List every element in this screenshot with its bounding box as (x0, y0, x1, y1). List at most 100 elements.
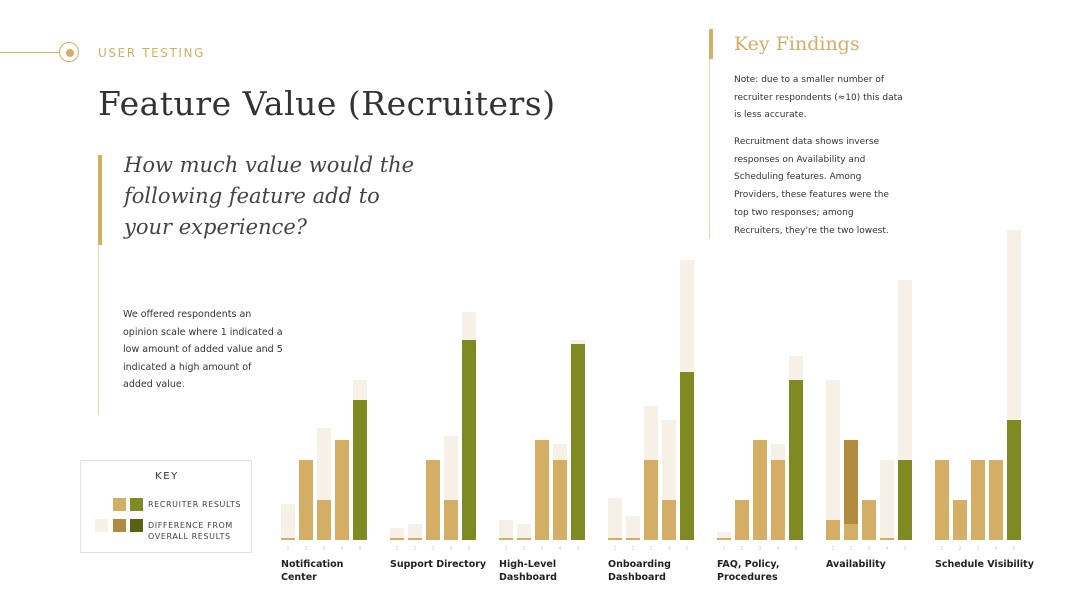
recruiter-bar (844, 524, 858, 540)
recruiter-bar (680, 372, 694, 540)
recruiter-bar (281, 538, 295, 540)
scale-tick-label: 4 (449, 546, 452, 552)
category-label: Schedule Visibility (935, 558, 1035, 571)
scale-tick-label: 3 (976, 546, 979, 552)
scale-tick-label: 2 (849, 546, 852, 552)
legend-swatch-difference-green (130, 519, 143, 532)
legend-swatch-recruiter-gold (113, 498, 126, 511)
diff-bar (898, 280, 912, 460)
diff-bar (717, 532, 731, 538)
diff-bar (517, 524, 531, 538)
recruiter-bar (426, 460, 440, 540)
recruiter-bar (753, 440, 767, 540)
diff-bar (408, 524, 422, 538)
recruiter-bar (862, 500, 876, 540)
scale-tick-label: 1 (286, 546, 289, 552)
scale-tick-label: 4 (558, 546, 561, 552)
diff-bar (644, 406, 658, 460)
scale-tick-label: 3 (867, 546, 870, 552)
legend-swatch-difference-light (95, 519, 108, 532)
scale-tick-label: 3 (758, 546, 761, 552)
category-label-line: Support Directory (390, 559, 487, 570)
scale-tick-label: 4 (340, 546, 343, 552)
diff-bar (553, 444, 567, 460)
diff-bar (571, 340, 585, 344)
diff-bar (771, 444, 785, 460)
recruiter-bar (535, 440, 549, 540)
recruiter-bar (644, 460, 658, 540)
recruiter-bar (408, 538, 422, 540)
category-label-line: High-Level (499, 559, 557, 570)
category-label: Support Directory (390, 558, 490, 571)
scale-tick-label: 3 (540, 546, 543, 552)
recruiter-bar (971, 460, 985, 540)
category-label-line: Notification Center (281, 559, 344, 583)
recruiter-bar (898, 460, 912, 540)
recruiter-bar (989, 460, 1003, 540)
scale-tick-label: 4 (994, 546, 997, 552)
diff-bar (880, 460, 894, 538)
legend: KEY RECRUITER RESULTS DIFFERENCE FROM OV… (80, 460, 252, 553)
recruiter-bar (771, 460, 785, 540)
scale-tick-label: 3 (649, 546, 652, 552)
key-findings-body: Recruitment data shows inverse responses… (734, 137, 889, 236)
diff-bar (662, 420, 676, 500)
question-accent-bar (98, 155, 102, 245)
recruiter-bar (953, 500, 967, 540)
recruiter-bar (1007, 420, 1021, 540)
recruiter-bar (444, 500, 458, 540)
key-findings-note: Note: due to a smaller number of recruit… (734, 75, 903, 121)
findings-accent-bar (709, 29, 713, 59)
diff-bar (390, 528, 404, 538)
legend-swatch-recruiter-green (130, 498, 143, 511)
diff-bar (444, 436, 458, 500)
scale-tick-label: 5 (358, 546, 361, 552)
question-text: How much value would the following featu… (124, 153, 415, 239)
diff-bar (680, 260, 694, 372)
legend-label-difference: DIFFERENCE FROM OVERALL RESULTS (148, 520, 233, 542)
scale-tick-label: 3 (322, 546, 325, 552)
category-label-line: Procedures (717, 572, 778, 583)
recruiter-bar (826, 520, 840, 540)
legend-swatch-difference-gold (113, 519, 126, 532)
recruiter-bar (608, 538, 622, 540)
category-label: High-Level Dashboard (499, 558, 599, 584)
scale-tick-label: 5 (576, 546, 579, 552)
legend-label-difference-line2: OVERALL RESULTS (148, 532, 231, 541)
scale-tick-label: 3 (431, 546, 434, 552)
legend-title: KEY (155, 471, 179, 482)
findings-divider (709, 59, 710, 239)
deco-line (0, 52, 60, 53)
recruiter-bar (626, 538, 640, 540)
category-label-line: Dashboard (608, 572, 666, 583)
scale-tick-label: 1 (613, 546, 616, 552)
category-label: FAQ, Policy, Procedures (717, 558, 817, 584)
category-label: Notification Center (281, 558, 381, 584)
recruiter-bar (553, 460, 567, 540)
recruiter-bar (735, 500, 749, 540)
category-label-line: Dashboard (499, 572, 557, 583)
section-label: USER TESTING (98, 46, 206, 60)
scale-tick-label: 1 (940, 546, 943, 552)
diff-bar (281, 504, 295, 538)
recruiter-bar (335, 440, 349, 540)
recruiter-bar (717, 538, 731, 540)
scale-tick-label: 2 (304, 546, 307, 552)
recruiter-bar (880, 538, 894, 540)
recruiter-bar (935, 460, 949, 540)
diff-bar (626, 516, 640, 538)
scale-tick-label: 2 (740, 546, 743, 552)
recruiter-bar (789, 380, 803, 540)
recruiter-bar (353, 400, 367, 540)
recruiter-bar (662, 500, 676, 540)
key-findings-title: Key Findings (734, 33, 860, 55)
scale-tick-label: 1 (722, 546, 725, 552)
recruiter-bar (390, 538, 404, 540)
diff-bar (844, 440, 858, 524)
page-title: Feature Value (Recruiters) (98, 84, 556, 123)
deco-dot-icon (66, 49, 74, 57)
scale-tick-label: 2 (413, 546, 416, 552)
scale-tick-label: 2 (958, 546, 961, 552)
diff-bar (789, 356, 803, 380)
